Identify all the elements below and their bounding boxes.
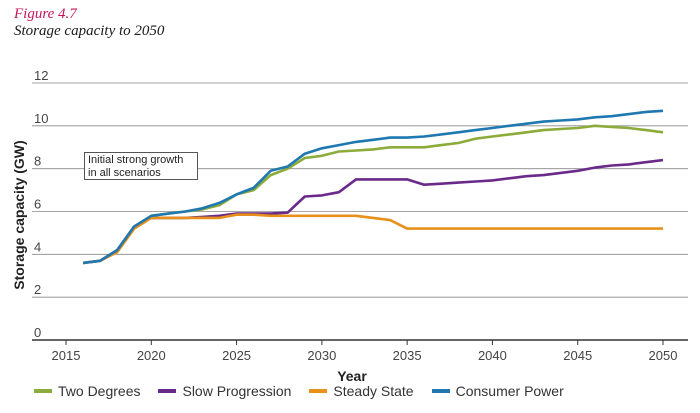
y-tick-label: 6 [34, 197, 41, 212]
legend-item-steady-state: Steady State [309, 383, 414, 399]
legend-item-two-degrees: Two Degrees [34, 383, 140, 399]
figure-title: Storage capacity to 2050 [14, 23, 165, 39]
legend-label: Steady State [333, 383, 414, 399]
legend-swatch [431, 389, 450, 393]
legend-label: Two Degrees [58, 383, 141, 399]
legend-label: Slow Progression [182, 383, 292, 399]
legend-swatch [309, 389, 328, 393]
y-tick-label: 10 [34, 111, 48, 126]
series-line-consumer-power [82, 109, 664, 265]
figure-label: Figure 4.7 [14, 6, 77, 22]
y-tick-label: 2 [34, 282, 41, 297]
x-tick-label: 2020 [137, 348, 166, 363]
series-line-steady-state [82, 213, 663, 265]
x-tick-labels: 2015 2020 2025 2030 2035 2040 2045 2050 [52, 340, 678, 363]
y-axis-label: Storage capacity (GW) [11, 140, 27, 289]
grid-lines [32, 82, 688, 341]
x-tick-label: 2040 [478, 348, 507, 363]
x-tick-label: 2045 [563, 348, 592, 363]
x-tick-label: 2050 [649, 348, 678, 363]
legend-swatch [158, 389, 177, 393]
legend-item-slow-progression: Slow Progression [158, 383, 291, 399]
x-tick-label: 2025 [222, 348, 251, 363]
series-lines [82, 109, 664, 265]
legend-label: Consumer Power [455, 383, 564, 399]
x-tick-label: 2030 [307, 348, 336, 363]
x-tick-label: 2015 [52, 348, 81, 363]
y-tick-label: 4 [34, 239, 41, 254]
legend: Two Degrees Slow Progression Steady State C… [34, 383, 564, 399]
x-tick-label: 2035 [393, 348, 422, 363]
legend-swatch [34, 389, 52, 393]
y-tick-label: 0 [34, 325, 41, 340]
legend-item-consumer-power: Consumer Power [431, 383, 564, 399]
y-tick-label: 12 [34, 68, 48, 83]
y-tick-label: 8 [34, 154, 41, 169]
y-tick-labels: 0 2 4 6 8 10 12 [34, 68, 48, 340]
series-line-two-degrees [82, 124, 664, 265]
x-axis-label: Year [337, 368, 367, 384]
chart-annotation: Initial strong growth in all scenarios [84, 152, 198, 180]
